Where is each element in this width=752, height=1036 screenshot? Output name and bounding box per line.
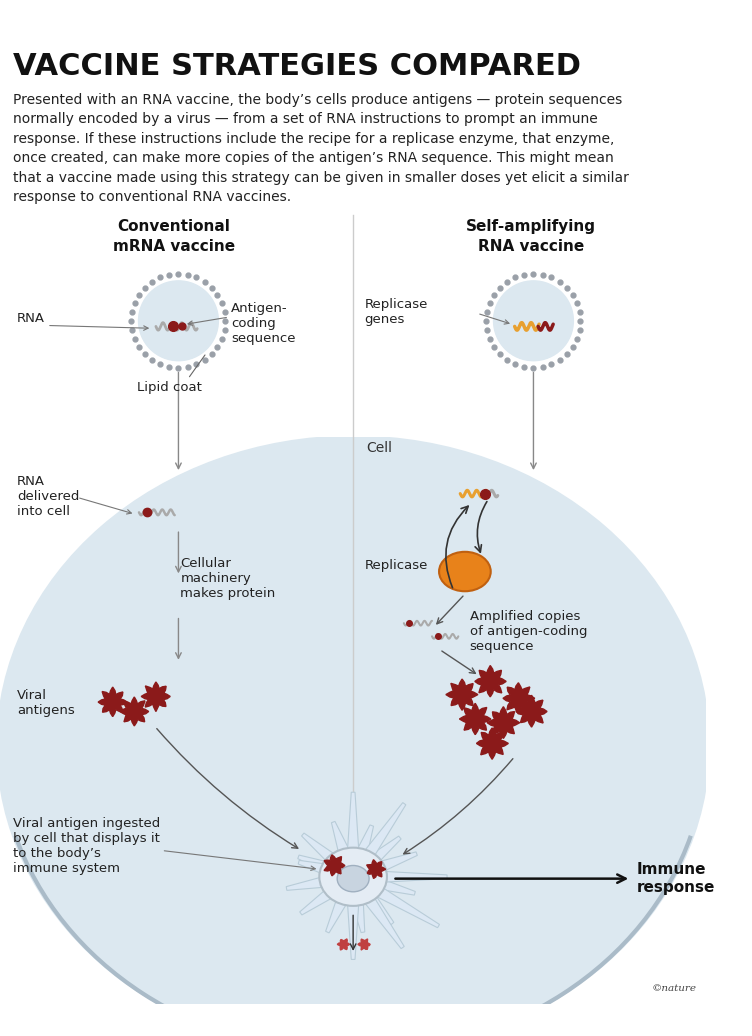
Polygon shape (367, 860, 386, 879)
Polygon shape (376, 852, 417, 873)
Text: Cellular
machinery
makes protein: Cellular machinery makes protein (180, 557, 275, 601)
Text: Replicase: Replicase (365, 559, 428, 572)
Text: Viral antigen ingested
by cell that displays it
to the body’s
immune system: Viral antigen ingested by cell that disp… (13, 816, 160, 874)
Text: RNA: RNA (17, 313, 45, 325)
Polygon shape (459, 703, 491, 735)
Polygon shape (380, 871, 447, 883)
Ellipse shape (0, 435, 710, 1036)
Polygon shape (477, 728, 508, 759)
Polygon shape (358, 939, 370, 950)
Text: Cell: Cell (366, 441, 393, 455)
Polygon shape (370, 836, 401, 864)
Text: Presented with an RNA vaccine, the body’s cells produce antigens — protein seque: Presented with an RNA vaccine, the body’… (13, 92, 629, 204)
Polygon shape (337, 939, 350, 950)
Polygon shape (503, 683, 535, 714)
Polygon shape (347, 793, 359, 851)
Polygon shape (446, 679, 478, 711)
Polygon shape (475, 665, 506, 697)
Circle shape (138, 281, 218, 361)
Polygon shape (120, 697, 149, 726)
Polygon shape (326, 898, 347, 932)
Text: Antigen-
coding
sequence: Antigen- coding sequence (231, 301, 296, 345)
Polygon shape (357, 825, 374, 854)
Polygon shape (302, 833, 337, 864)
Polygon shape (352, 901, 365, 932)
Polygon shape (365, 893, 394, 925)
Polygon shape (516, 695, 547, 727)
Circle shape (493, 281, 573, 361)
Ellipse shape (439, 552, 491, 592)
Polygon shape (287, 875, 328, 890)
Text: Lipid coat: Lipid coat (137, 381, 202, 394)
Text: Conventional
mRNA vaccine: Conventional mRNA vaccine (113, 220, 235, 254)
Polygon shape (299, 860, 329, 875)
Polygon shape (487, 707, 520, 739)
Polygon shape (324, 855, 345, 875)
Ellipse shape (337, 865, 369, 892)
Text: ©nature: ©nature (652, 984, 697, 994)
Polygon shape (373, 885, 439, 927)
Text: Immune
response: Immune response (637, 862, 715, 895)
Ellipse shape (320, 847, 387, 905)
Polygon shape (141, 682, 170, 712)
Text: RNA
delivered
into cell: RNA delivered into cell (17, 474, 79, 518)
Text: Viral
antigens: Viral antigens (17, 689, 74, 717)
Text: Self-amplifying
RNA vaccine: Self-amplifying RNA vaccine (465, 220, 596, 254)
Polygon shape (347, 903, 359, 959)
Polygon shape (332, 822, 350, 854)
Text: Amplified copies
of antigen-coding
sequence: Amplified copies of antigen-coding seque… (469, 610, 587, 653)
Text: VACCINE STRATEGIES COMPARED: VACCINE STRATEGIES COMPARED (13, 52, 581, 81)
Polygon shape (298, 855, 330, 873)
Polygon shape (300, 887, 335, 915)
Text: Replicase
genes: Replicase genes (365, 298, 428, 326)
Polygon shape (98, 687, 127, 717)
Polygon shape (364, 895, 405, 949)
Polygon shape (364, 803, 406, 859)
Polygon shape (377, 879, 415, 895)
Bar (0, 31, 706, 437)
